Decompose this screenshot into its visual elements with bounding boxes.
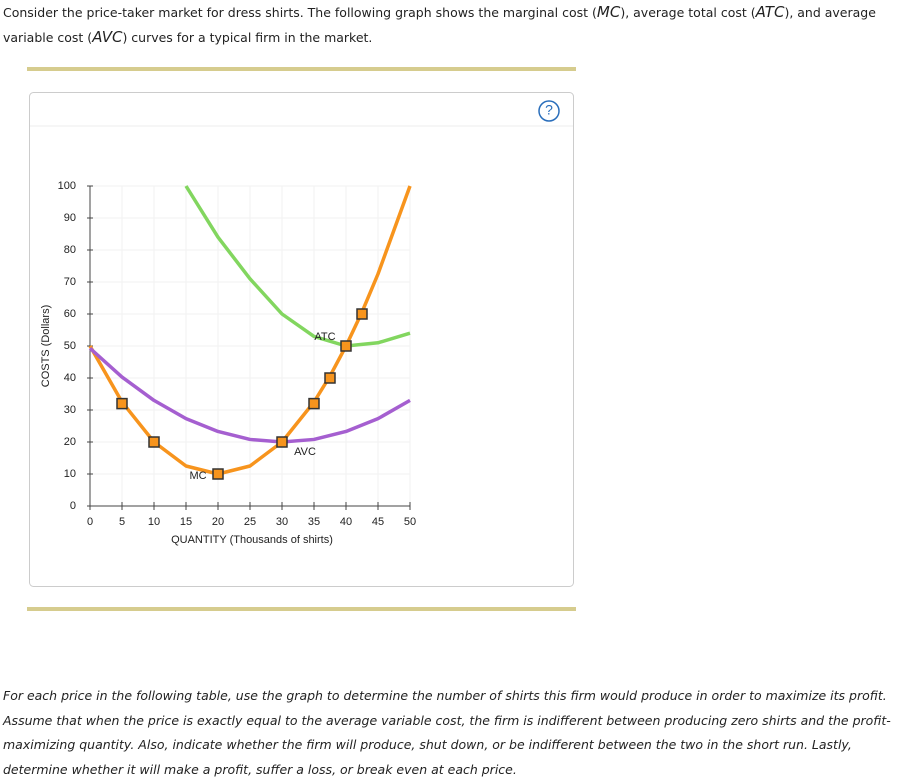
x-tick-label: 40 (340, 516, 352, 528)
curve-label: ATC (314, 331, 335, 343)
help-circle[interactable] (538, 100, 560, 122)
x-tick-label: 25 (244, 516, 256, 528)
y-tick-label: 70 (64, 276, 76, 288)
help-icon[interactable]: ? (545, 102, 553, 118)
divider (27, 67, 576, 71)
y-tick-label: 80 (64, 244, 76, 256)
intro-term: ATC (755, 3, 785, 21)
instructions: For each price in the following table, u… (3, 688, 891, 777)
intro-text: Consider the price-taker market for dres… (3, 0, 908, 50)
x-tick-label: 20 (212, 516, 224, 528)
y-tick-label: 40 (64, 372, 76, 384)
intro-term: MC (596, 3, 621, 21)
x-tick-label: 30 (276, 516, 288, 528)
point-marker (148, 436, 160, 448)
intro-part: ), average total cost ( (620, 5, 756, 20)
x-tick-label: 15 (180, 516, 192, 528)
curve-label: MC (189, 470, 206, 482)
chart: ? 0 10 20 30 40 50 60 70 80 90 100 0 5 10 15 20 25 30 35 40… (27, 67, 576, 611)
point-marker (340, 340, 352, 352)
point-marker (276, 436, 288, 448)
point-marker (212, 468, 224, 480)
y-axis-label: COSTS (Dollars) (40, 305, 52, 388)
intro-part: ), and average variable cost ( (3, 5, 876, 45)
curve-label: AVC (294, 446, 316, 458)
intro-part: Consider the price-taker market for dres… (3, 5, 597, 20)
intro-part: ) curves for a typical firm in the marke… (122, 30, 373, 45)
curve (88, 346, 411, 444)
y-tick-label: 0 (70, 500, 76, 512)
intro-term: AVC (92, 28, 123, 46)
x-tick-label: 0 (87, 516, 93, 528)
point-marker (116, 397, 128, 410)
y-tick-label: 100 (58, 180, 76, 192)
y-tick-label: 50 (64, 340, 76, 352)
curve (184, 185, 411, 348)
x-tick-label: 50 (404, 516, 416, 528)
divider (27, 607, 576, 611)
y-tick-label: 10 (64, 468, 76, 480)
point-marker (308, 397, 320, 410)
y-tick-label: 60 (64, 308, 76, 320)
point-marker (356, 308, 368, 320)
help-button[interactable]: ? (538, 100, 560, 122)
x-tick-label: 35 (308, 516, 320, 528)
x-tick-label: 45 (372, 516, 384, 528)
y-tick-label: 20 (64, 436, 76, 448)
point-marker (324, 372, 336, 384)
x-axis-label: QUANTITY (Thousands of shirts) (171, 534, 333, 546)
graph-panel (29, 92, 574, 587)
x-tick-label: 5 (119, 516, 125, 528)
y-tick-label: 30 (64, 404, 76, 416)
x-tick-label: 10 (148, 516, 160, 528)
y-tick-label: 90 (64, 212, 76, 224)
